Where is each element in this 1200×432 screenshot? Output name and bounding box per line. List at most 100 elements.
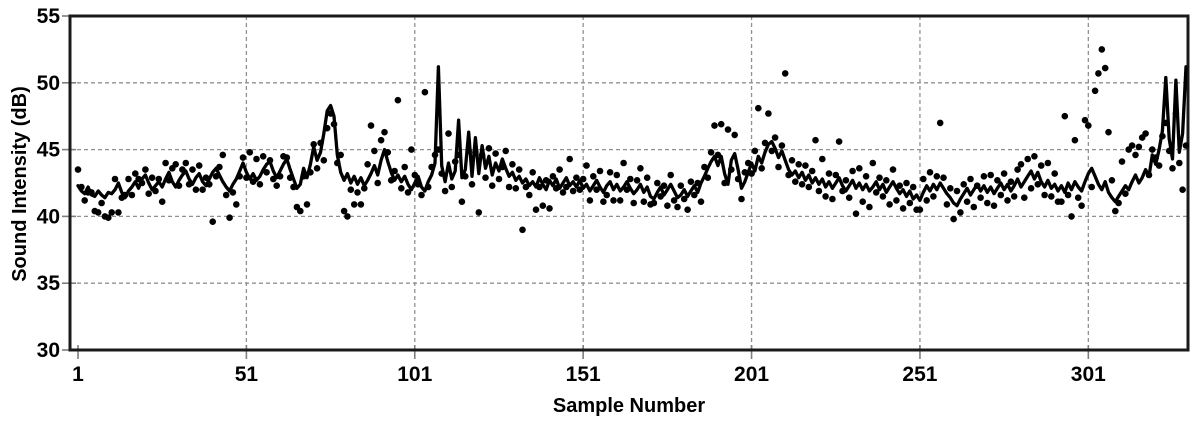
scatter-point [435,146,442,153]
scatter-point [148,174,156,181]
scatter-point [1074,194,1082,201]
scatter-point [105,214,112,221]
x-tick-label-51: 51 [235,363,259,386]
scatter-point [1108,177,1116,184]
scatter-point [744,159,752,167]
scatter-point [920,175,927,183]
scatter-point [94,209,102,216]
scatter-point [462,173,469,180]
scatter-point [233,201,240,208]
scatter-point [195,162,203,169]
scatter-point [286,174,294,181]
scatter-point [361,185,368,192]
scatter-point [775,163,782,171]
scatter-point [940,174,947,181]
scatter-point [465,147,473,155]
scatter-point [893,197,900,204]
x-tick-label-301: 301 [1071,363,1106,386]
scatter-point [916,206,924,213]
scatter-point [970,203,978,211]
scatter-point [478,151,486,159]
scatter-point [317,139,324,147]
scatter-point [980,173,988,180]
scatter-point [1000,170,1008,177]
scatter-point [650,199,658,207]
scatter-point [1071,136,1079,144]
scatter-point [707,149,715,156]
scatter-point [155,175,163,183]
scatter-point [930,193,937,200]
scatter-point [88,189,95,196]
scatter-point [691,191,698,199]
scatter-point [566,155,573,163]
scatter-point [1088,183,1095,191]
scatter-point [832,171,840,179]
scatter-point [411,171,419,179]
x-axis-title: Sample Number [552,395,706,417]
scatter-point [657,193,664,200]
scatter-point [371,147,378,155]
scatter-point [323,124,331,132]
scatter-point [259,153,267,160]
scatter-point [613,171,621,179]
scatter-point [926,169,934,176]
scatter-point [960,181,967,188]
scatter-point [1112,207,1119,215]
scatter-point [212,173,220,180]
scatter-point [990,202,998,209]
scatter-point [771,134,779,141]
scatter-point [125,175,132,183]
y-tick-label-40: 40 [37,205,60,228]
scatter-point [862,173,870,180]
scatter-point [300,173,307,180]
scatter-point [334,159,341,167]
scatter-point [158,198,166,205]
scatter-point [226,214,233,221]
scatter-point [253,155,260,163]
scatter-point [330,120,338,128]
scatter-point [1064,191,1072,199]
scatter-point [202,174,210,181]
scatter-point [337,151,345,159]
scatter-point [704,174,712,181]
scatter-point [209,218,216,225]
scatter-point [1159,132,1166,140]
scatter-point [1149,146,1156,153]
scatter-point [1162,119,1170,127]
scatter-point [1135,143,1143,151]
scatter-point [1031,153,1038,160]
scatter-point [1132,151,1139,159]
scatter-point [872,189,880,196]
scatter-point [856,165,863,172]
scatter-point [866,203,873,211]
x-tick-label-1: 1 [72,363,84,386]
scatter-point [142,166,149,173]
scatter-point [684,206,691,213]
scatter-point [1098,46,1106,53]
scatter-point [441,187,449,195]
scatter-point [637,165,644,172]
scatter-point [1152,154,1159,161]
scatter-point [950,215,957,223]
scatter-point [488,182,496,189]
scatter-point [236,173,243,180]
scatter-point [536,183,543,191]
scatter-point [792,178,799,185]
scatter-point [246,149,254,156]
scatter-point [670,197,678,204]
scatter-point [583,162,590,169]
scatter-point [616,197,624,204]
scatter-point [839,187,846,195]
scatter-point [387,177,395,184]
scatter-point [192,186,200,193]
scatter-point [391,167,398,175]
y-tick-label-35: 35 [37,272,61,295]
scatter-point [1128,142,1136,149]
scatter-point [610,197,617,204]
scatter-point [1017,161,1025,168]
scatter-point [222,191,230,199]
scatter-point [522,183,530,191]
scatter-point [947,185,954,192]
scatter-point [428,163,435,171]
